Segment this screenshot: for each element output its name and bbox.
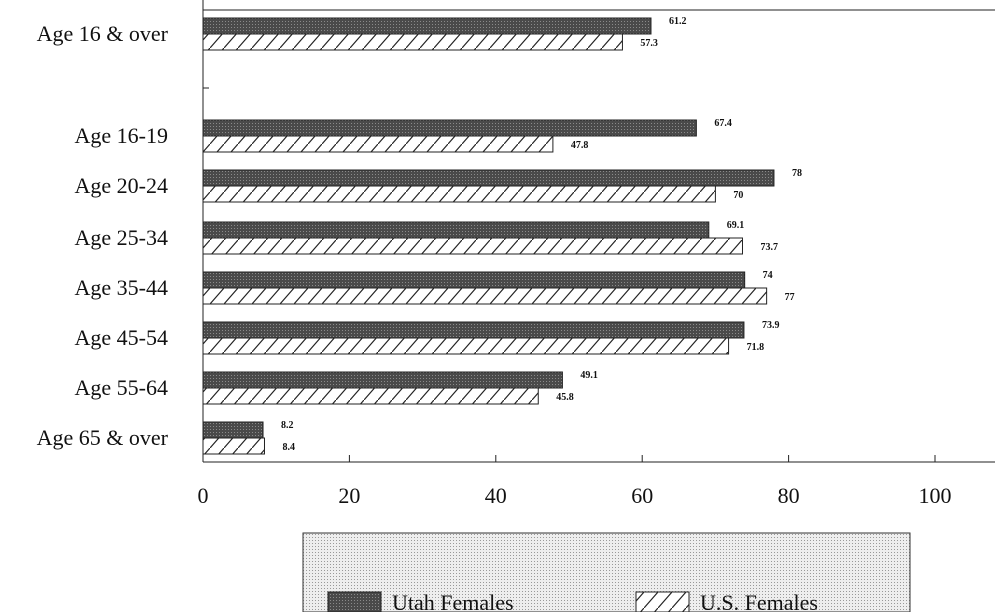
legend-box xyxy=(302,532,911,612)
value-label-us-age-65-and-over: 8.4 xyxy=(282,442,295,453)
bar-utah-age-16-and-over xyxy=(202,17,652,35)
category-label-age-45-54: Age 45-54 xyxy=(75,325,168,350)
bars xyxy=(202,17,775,455)
bar-us-age-45-54 xyxy=(202,337,730,355)
value-label-us-age-25-34: 73.7 xyxy=(760,242,778,253)
x-tick-label-0: 0 xyxy=(198,483,209,508)
bar-utah-age-16-19 xyxy=(202,119,697,137)
bar-utah-age-20-24 xyxy=(202,169,775,187)
value-label-utah-age-45-54: 73.9 xyxy=(762,320,780,331)
bar-us-age-16-and-over xyxy=(202,33,623,51)
legend: Utah Females U.S. Females xyxy=(302,532,911,612)
value-label-utah-age-16-19: 67.4 xyxy=(714,118,732,129)
legend-label-utah: Utah Females xyxy=(392,590,514,612)
category-label-age-16-and-over: Age 16 & over xyxy=(37,21,169,46)
value-label-utah-age-65-and-over: 8.2 xyxy=(281,420,294,431)
x-tick-label-80: 80 xyxy=(778,483,800,508)
category-labels: Age 16 & over Age 16-19 Age 20-24 Age 25-34… xyxy=(37,21,169,450)
value-label-us-age-35-44: 77 xyxy=(785,292,795,303)
bar-us-age-25-34 xyxy=(202,237,743,255)
x-tick-label-40: 40 xyxy=(485,483,507,508)
value-label-us-age-55-64: 45.8 xyxy=(556,392,574,403)
legend-label-us: U.S. Females xyxy=(700,590,818,612)
x-tick-label-60: 60 xyxy=(631,483,653,508)
bar-us-age-35-44 xyxy=(202,287,768,305)
value-label-utah-age-35-44: 74 xyxy=(763,270,773,281)
value-label-utah-age-20-24: 78 xyxy=(792,168,802,179)
legend-swatch-utah xyxy=(327,591,382,612)
legend-swatch-us xyxy=(635,591,690,612)
category-label-age-25-34: Age 25-34 xyxy=(75,225,168,250)
value-label-us-age-16-19: 47.8 xyxy=(571,140,589,151)
value-label-us-age-16-and-over: 57.3 xyxy=(640,38,658,49)
value-labels: 61.2 57.3 67.4 47.8 78 70 69.1 73.7 74 77 73.9 71.8… xyxy=(281,16,802,453)
bar-us-age-20-24 xyxy=(202,185,716,203)
bar-utah-age-65-and-over xyxy=(202,421,264,439)
x-tick-label-20: 20 xyxy=(338,483,360,508)
x-axis-ticks: 0 20 40 60 80 100 xyxy=(198,455,952,508)
x-tick-label-100: 100 xyxy=(919,483,952,508)
category-label-age-65-and-over: Age 65 & over xyxy=(37,425,169,450)
bar-us-age-65-and-over xyxy=(202,437,265,455)
category-label-age-55-64: Age 55-64 xyxy=(75,375,168,400)
value-label-utah-age-25-34: 69.1 xyxy=(727,220,745,231)
category-label-age-16-19: Age 16-19 xyxy=(75,123,168,148)
value-label-us-age-20-24: 70 xyxy=(733,190,743,201)
bar-us-age-16-19 xyxy=(202,135,554,153)
bar-utah-age-45-54 xyxy=(202,321,745,339)
bar-utah-age-35-44 xyxy=(202,271,746,289)
value-label-us-age-45-54: 71.8 xyxy=(747,342,765,353)
category-label-age-35-44: Age 35-44 xyxy=(75,275,168,300)
category-label-age-20-24: Age 20-24 xyxy=(75,173,168,198)
bar-utah-age-55-64 xyxy=(202,371,563,389)
bar-utah-age-25-34 xyxy=(202,221,710,239)
value-label-utah-age-16-and-over: 61.2 xyxy=(669,16,687,27)
value-label-utah-age-55-64: 49.1 xyxy=(580,370,598,381)
bar-us-age-55-64 xyxy=(202,387,539,405)
